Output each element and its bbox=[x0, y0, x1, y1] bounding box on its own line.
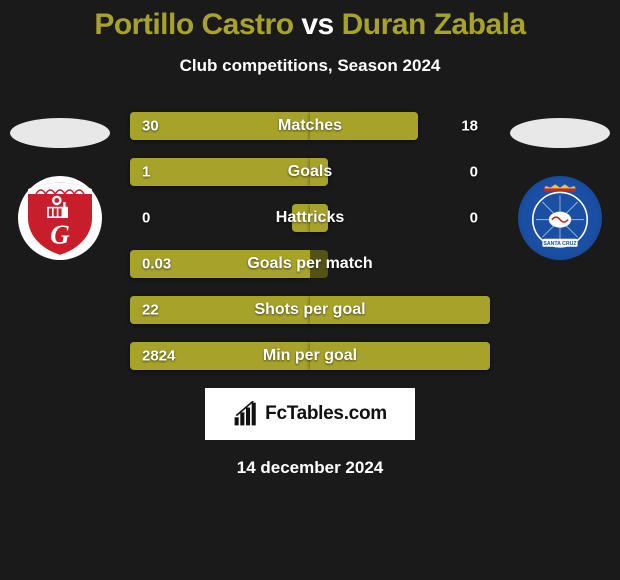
team1-crest-svg: G bbox=[20, 178, 100, 258]
brand-text: FcTables.com bbox=[265, 403, 387, 425]
right-side-col: SANTA CRUZ bbox=[510, 112, 610, 260]
comparison-infographic: Portillo Castro vs Duran Zabala Club com… bbox=[0, 0, 620, 478]
player2-avatar-placeholder bbox=[510, 118, 610, 148]
stat-row: Min per goal 2824 bbox=[130, 342, 490, 370]
stat-value-left: 22 bbox=[142, 302, 159, 319]
stats-bars: Matches 30 18 Goals 1 0 Hattricks 0 0 Goals per m… bbox=[130, 112, 490, 370]
stat-label: Min per goal bbox=[263, 347, 357, 365]
left-side-col: G bbox=[10, 112, 110, 260]
svg-text:G: G bbox=[50, 220, 70, 250]
stat-label: Shots per goal bbox=[254, 301, 365, 319]
brand-badge: FcTables.com bbox=[205, 388, 415, 440]
crest-ribbon-text: SANTA CRUZ bbox=[543, 241, 577, 247]
stat-value-left: 30 bbox=[142, 118, 159, 135]
bar-right-half bbox=[310, 158, 490, 186]
footer-date: 14 december 2024 bbox=[0, 458, 620, 478]
stat-row: Matches 30 18 bbox=[130, 112, 490, 140]
team2-crest-svg: SANTA CRUZ bbox=[520, 178, 600, 258]
stat-row: Hattricks 0 0 bbox=[130, 204, 490, 232]
title-vs: vs bbox=[301, 8, 333, 41]
stat-row: Shots per goal 22 bbox=[130, 296, 490, 324]
stat-label: Hattricks bbox=[276, 209, 344, 227]
stat-row: Goals per match 0.03 bbox=[130, 250, 490, 278]
team1-crest: G bbox=[18, 176, 102, 260]
stat-label: Matches bbox=[278, 117, 342, 135]
player1-avatar-placeholder bbox=[10, 118, 110, 148]
stat-label: Goals bbox=[288, 163, 332, 181]
stat-value-left: 0.03 bbox=[142, 256, 171, 273]
stat-label: Goals per match bbox=[247, 255, 372, 273]
stat-value-right: 0 bbox=[470, 210, 478, 227]
title-player1: Portillo Castro bbox=[94, 8, 293, 41]
stat-row: Goals 1 0 bbox=[130, 158, 490, 186]
main-row: G Matches 30 18 Goals 1 0 Hattricks 0 0 Goals per… bbox=[0, 112, 620, 370]
stat-value-right: 18 bbox=[461, 118, 478, 135]
stat-value-left: 2824 bbox=[142, 348, 175, 365]
bar-left-fill bbox=[130, 158, 310, 186]
team2-crest: SANTA CRUZ bbox=[518, 176, 602, 260]
stat-value-left: 1 bbox=[142, 164, 150, 181]
subtitle: Club competitions, Season 2024 bbox=[0, 56, 620, 76]
chart-icon bbox=[233, 401, 259, 427]
stat-value-left: 0 bbox=[142, 210, 150, 227]
bar-left-half bbox=[130, 158, 310, 186]
title-player2: Duran Zabala bbox=[342, 8, 526, 41]
stat-value-right: 0 bbox=[470, 164, 478, 181]
page-title: Portillo Castro vs Duran Zabala bbox=[0, 8, 620, 42]
